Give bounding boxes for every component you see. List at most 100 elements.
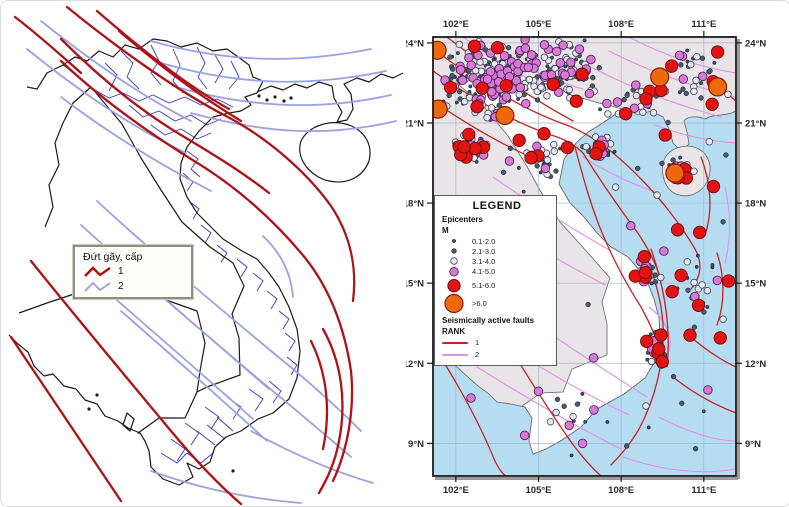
axis-tick-label: 111°E	[691, 19, 716, 30]
province-boundary	[92, 88, 234, 108]
fault-line-rank1	[516, 358, 602, 476]
epicenter	[532, 141, 542, 152]
epicenter	[512, 133, 526, 147]
epicenter	[470, 100, 484, 114]
epicenter-symbol	[447, 278, 461, 292]
epicenter	[598, 107, 602, 112]
epicenter	[487, 60, 492, 65]
province-boundary	[204, 406, 220, 430]
epicenter	[612, 149, 617, 154]
epicenter	[685, 48, 690, 53]
magnitude-label: M	[442, 226, 449, 235]
epicenter	[647, 357, 656, 366]
fault-line-rank1	[117, 29, 243, 123]
epicenter-symbol	[451, 248, 457, 254]
province-boundary	[248, 388, 264, 412]
fault-line-rank1	[309, 339, 329, 451]
epicenter-legend-item: 3.1-4.0	[442, 256, 552, 266]
epicenter	[551, 46, 562, 57]
epicenter	[635, 165, 641, 172]
epicenter	[648, 332, 653, 337]
province-boundary	[228, 60, 240, 90]
province-boundary	[188, 200, 200, 220]
epicenter	[680, 86, 686, 92]
epicenter	[701, 309, 707, 315]
fault-line-rank2	[120, 310, 268, 442]
epicenter	[558, 40, 568, 50]
epicenter	[626, 221, 636, 231]
coastline	[44, 86, 92, 228]
epicenter	[538, 170, 543, 175]
epicenter	[560, 140, 575, 155]
axis-tick-label: 15°N	[745, 279, 766, 290]
epicenter	[724, 90, 732, 98]
epicenter	[515, 90, 523, 99]
epicenter-legend-label: >6.0	[472, 298, 487, 308]
epicenter	[705, 137, 713, 146]
epicenter	[612, 97, 623, 107]
province-boundary	[120, 50, 140, 90]
epicenter	[712, 275, 723, 286]
epicenter	[495, 105, 515, 126]
epicenter	[652, 279, 659, 285]
axis-tick-label: 12°N	[745, 359, 766, 370]
epicenter	[521, 98, 531, 109]
fault-line-rank2	[60, 96, 212, 192]
epicenter	[619, 106, 633, 121]
epicenter	[698, 95, 704, 101]
epicenter-symbol	[449, 267, 459, 277]
fault-line-rank1	[13, 15, 83, 75]
island	[273, 95, 277, 99]
epicenter	[705, 97, 719, 111]
epicenter	[703, 385, 713, 395]
epicenter	[646, 425, 651, 430]
island	[95, 393, 99, 397]
province-boundary	[196, 416, 234, 446]
epicenter	[694, 264, 699, 269]
fault-line-rank2	[262, 235, 294, 298]
epicenter	[456, 89, 463, 95]
epicenter	[693, 225, 707, 240]
epicenter-legend-item: 4.1-5.0	[442, 266, 552, 278]
epicenter	[515, 82, 526, 93]
epicenter	[707, 68, 713, 74]
province-boundary	[252, 272, 264, 292]
coastline	[256, 72, 404, 123]
epicenter	[685, 287, 691, 293]
epicenter	[533, 386, 544, 397]
axis-tick-label: 18°N	[745, 199, 766, 210]
fault-line-rank2	[160, 62, 387, 83]
epicenter	[640, 334, 654, 348]
rank-legend-item: 1	[442, 337, 552, 349]
epicenter	[540, 163, 551, 174]
left-legend-item: 1	[83, 264, 185, 279]
epicenter	[543, 92, 551, 100]
epicenter	[524, 151, 538, 165]
fault-line-rank2	[150, 40, 372, 60]
fault-line-rank1	[442, 360, 508, 476]
axis-tick-label: 12°N	[406, 359, 424, 370]
epicenter	[457, 140, 471, 154]
epicenter	[582, 38, 587, 43]
epicenter	[553, 87, 564, 98]
epicenter	[550, 147, 558, 155]
epicenter	[450, 66, 456, 72]
epicenter	[665, 119, 671, 126]
epicenter	[687, 60, 695, 69]
epicenter	[632, 91, 641, 100]
epicenter	[698, 71, 708, 82]
epicenter	[545, 64, 550, 69]
epicenter	[546, 77, 560, 91]
epicenter	[577, 438, 588, 449]
epicenter	[665, 59, 679, 73]
fault-line-rank1	[716, 252, 724, 326]
epicenter	[553, 168, 559, 174]
epicenter	[683, 90, 689, 97]
epicenter	[631, 80, 641, 90]
fault-line-symbol	[442, 354, 468, 356]
epicenter	[657, 273, 665, 282]
epicenter	[723, 152, 729, 158]
